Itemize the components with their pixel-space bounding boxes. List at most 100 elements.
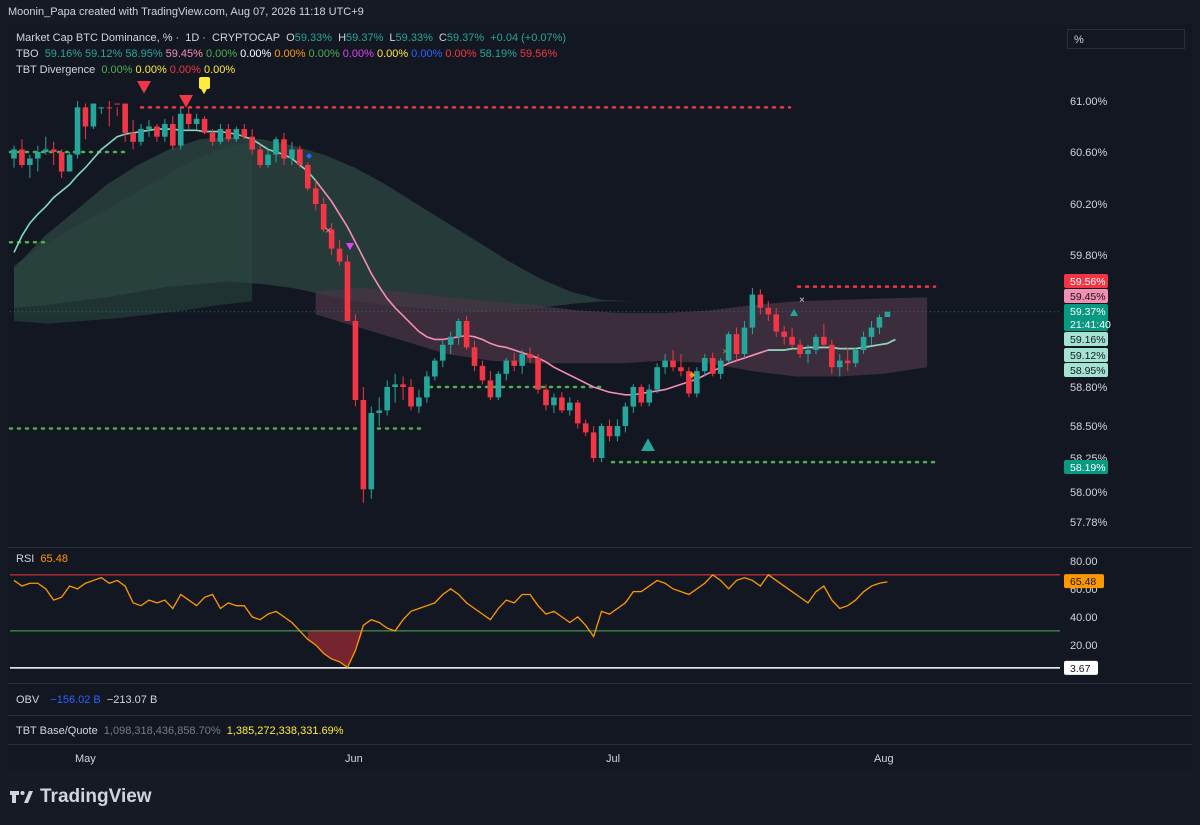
price-badge-label: 59.12% xyxy=(1070,350,1106,362)
candle-body xyxy=(82,107,89,127)
candle-body xyxy=(74,107,81,155)
price-badge xyxy=(1064,332,1108,346)
tbo-value-7: 0.00% xyxy=(308,48,340,60)
rsi-badge-label: 65.48 xyxy=(1070,576,1096,588)
candle-body xyxy=(233,129,240,140)
candle-body xyxy=(511,360,518,366)
candle-body xyxy=(368,413,375,490)
candle-body xyxy=(765,307,772,315)
rsi-tick-label: 80.00 xyxy=(1070,556,1098,568)
candle-body xyxy=(130,132,136,142)
candle-body xyxy=(432,360,438,377)
tbt-legend[interactable]: TBT Base/Quote 1,098,318,436,858.70% 1,3… xyxy=(16,725,347,737)
price-badge xyxy=(1064,274,1108,288)
candle-body xyxy=(535,357,541,390)
candle-body xyxy=(829,344,835,368)
candle-body xyxy=(50,149,57,152)
obv-legend[interactable]: OBV −156.02 B −213.07 B xyxy=(16,694,160,706)
candle-body xyxy=(19,149,25,165)
candle-body xyxy=(670,360,676,368)
divergence-marker xyxy=(346,243,354,251)
price-tick-label: 57.78% xyxy=(1070,517,1108,529)
candle-body xyxy=(138,129,144,142)
x-marker: × xyxy=(325,225,331,237)
o-value: 59.33% xyxy=(294,32,333,44)
divergence-value-2: 0.00% xyxy=(169,64,201,76)
price-badge-label: 58.95% xyxy=(1070,365,1106,377)
buy-triangle xyxy=(641,438,655,451)
main-legend[interactable]: Market Cap BTC Dominance, % · 1D · CRYPTOC… xyxy=(16,32,569,44)
candle-body xyxy=(90,103,97,127)
candle-body xyxy=(614,426,621,437)
candle-body xyxy=(495,373,502,398)
rsi-value: 65.48 xyxy=(40,553,68,565)
countdown-label: 21:41:40 xyxy=(1070,319,1111,331)
price-badge xyxy=(1064,304,1108,331)
candle-body xyxy=(503,360,510,374)
candle-body xyxy=(884,311,891,318)
tbo-value-1: 59.12% xyxy=(85,48,123,60)
obv-value-2: −213.07 B xyxy=(106,694,158,706)
l-label: L xyxy=(389,32,396,44)
candle-body xyxy=(519,354,525,366)
h-value: 59.37% xyxy=(346,32,384,44)
candle-body xyxy=(638,387,645,403)
candle-body xyxy=(344,261,351,321)
price-badge-label: 59.37% xyxy=(1070,306,1106,318)
rsi-legend[interactable]: RSI 65.48 xyxy=(16,553,71,565)
exchange: CRYPTOCAP xyxy=(212,32,281,44)
candle-body xyxy=(741,327,748,354)
price-tick-label: 60.20% xyxy=(1070,199,1108,211)
divergence-flag xyxy=(199,77,210,89)
x-marker: × xyxy=(722,346,728,358)
o-label: O xyxy=(286,32,295,44)
tbo-value-5: 0.00% xyxy=(240,48,272,60)
tradingview-logo[interactable]: TradingView xyxy=(10,786,152,808)
tbo-legend[interactable]: TBO 59.16% 59.12% 58.95% 59.45% 0.00% 0.00% 0.… xyxy=(16,48,560,60)
candle-body xyxy=(11,149,17,159)
candle-body xyxy=(273,139,279,155)
candle-body xyxy=(701,357,708,372)
candle-body xyxy=(35,152,41,159)
price-tick-label: 60.60% xyxy=(1070,147,1108,159)
divergence-legend[interactable]: TBT Divergence 0.00% 0.00% 0.00% 0.00% xyxy=(16,64,238,76)
candle-body xyxy=(559,397,565,411)
interval: 1D xyxy=(185,32,200,44)
candle-body xyxy=(606,426,613,437)
divergence-value-0: 0.00% xyxy=(101,64,133,76)
candle-body xyxy=(860,336,867,351)
pane-separator xyxy=(8,683,1192,684)
candle-body xyxy=(551,397,557,406)
candle-body xyxy=(106,107,113,109)
diamond-marker xyxy=(306,153,312,159)
tbt-value-1: 1,098,318,436,858.70% xyxy=(103,725,221,737)
price-badge xyxy=(1064,289,1108,303)
l-value: 59.33% xyxy=(395,32,433,44)
candle-body xyxy=(813,336,819,351)
change-value: +0.04 (+0.07%) xyxy=(490,32,567,44)
candle-body xyxy=(400,384,406,387)
candle-body xyxy=(154,126,160,137)
price-badge xyxy=(1064,460,1108,474)
tbo-value-13: 59.56% xyxy=(519,48,558,60)
time-axis-label: May xyxy=(75,753,96,765)
price-badge-label: 59.16% xyxy=(1070,334,1106,346)
candle-body xyxy=(241,129,248,137)
candle-body xyxy=(567,402,573,411)
time-axis-label: Aug xyxy=(874,753,894,765)
price-tick-label: 61.00% xyxy=(1070,96,1108,108)
rsi-tick-label: 20.00 xyxy=(1070,640,1098,652)
brand-name: TradingView xyxy=(40,786,152,807)
scale-unit-selector[interactable]: % xyxy=(1067,29,1185,49)
pane-separator xyxy=(8,547,1192,548)
candle-body xyxy=(725,334,732,361)
tbo-value-4: 0.00% xyxy=(205,48,238,60)
pane-separator xyxy=(8,744,1192,745)
candle-body xyxy=(424,376,430,398)
rsi-badge xyxy=(1064,574,1104,589)
candle-body xyxy=(146,126,152,130)
rsi-low-badge-label: 3.67 xyxy=(1070,663,1091,675)
candle-body xyxy=(217,129,224,142)
time-axis-label: Jun xyxy=(345,753,363,765)
